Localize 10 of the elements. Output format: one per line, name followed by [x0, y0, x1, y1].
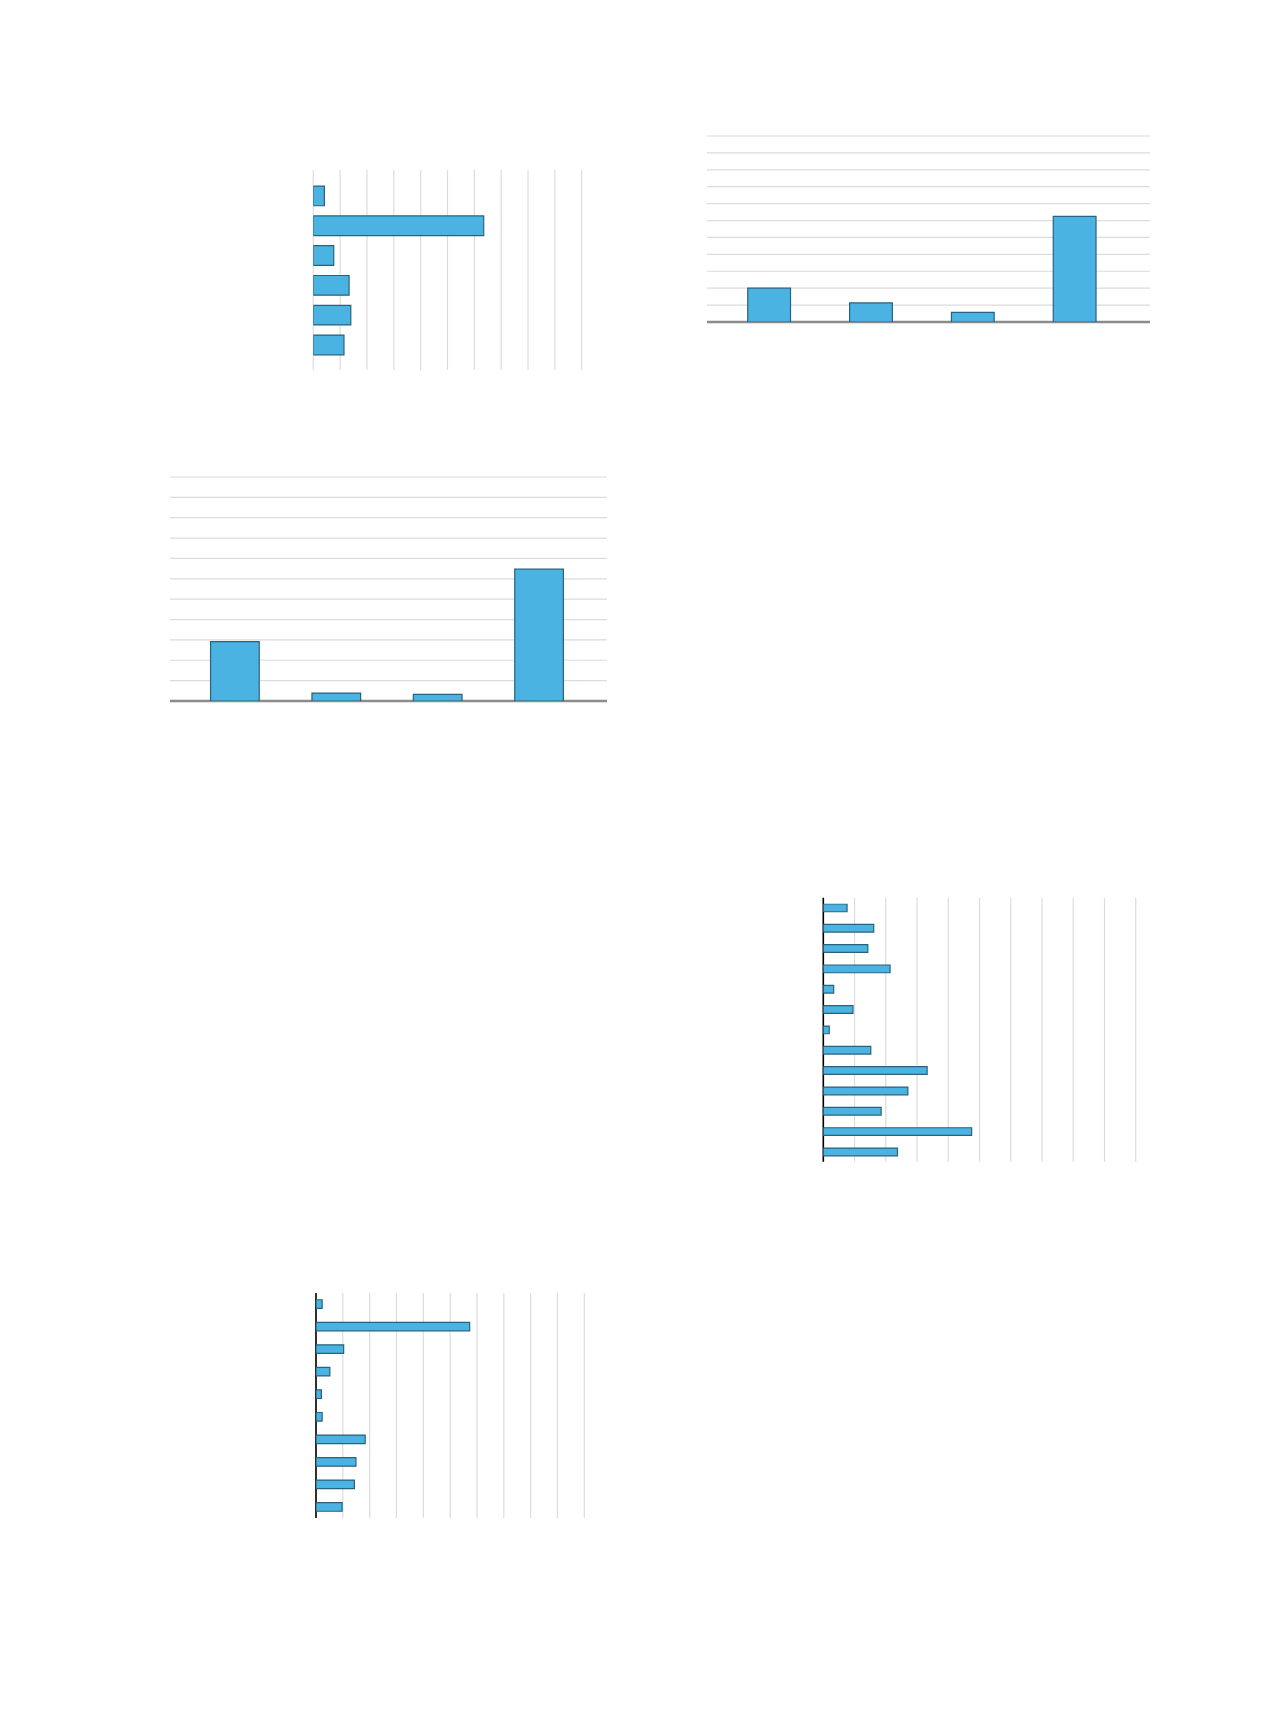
bar	[209, 641, 260, 701]
bar	[313, 215, 485, 237]
bar	[412, 693, 463, 701]
bar	[313, 245, 335, 266]
bar	[747, 287, 792, 322]
bar	[514, 568, 564, 701]
bar	[1052, 215, 1097, 322]
bar	[823, 1127, 973, 1137]
bar	[313, 274, 350, 296]
bar	[311, 692, 362, 701]
